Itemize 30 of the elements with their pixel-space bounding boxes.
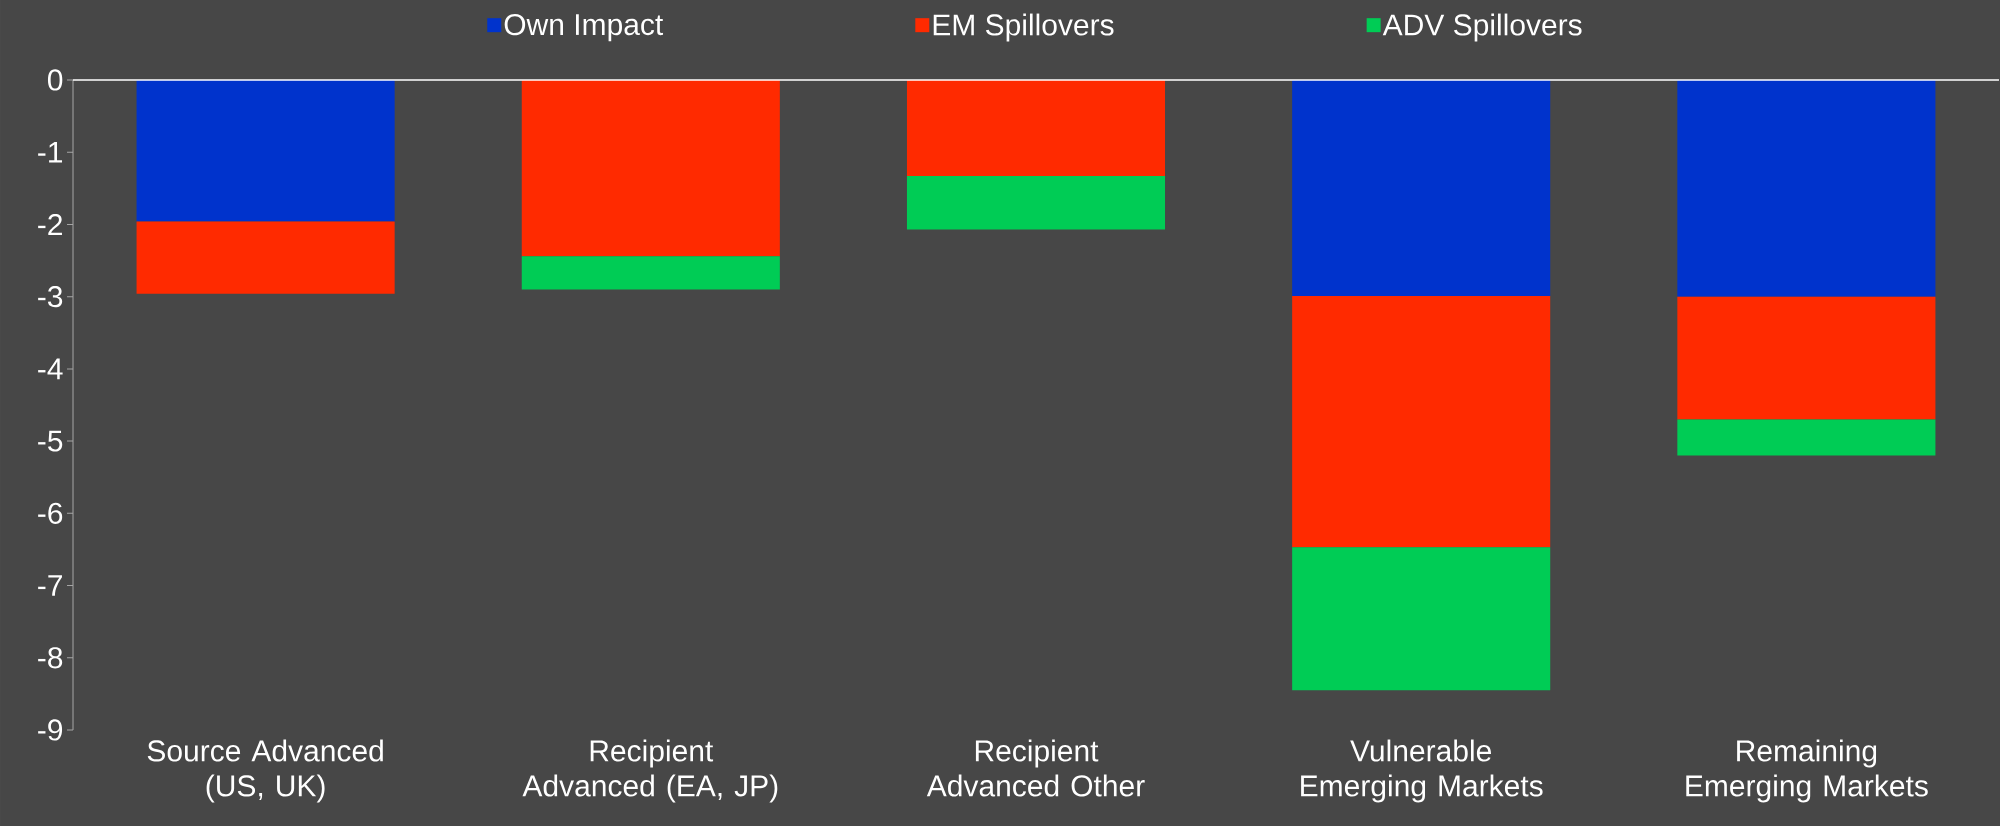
bar [906, 79, 1166, 177]
bar [1292, 295, 1551, 548]
x-tick-label: Vulnerable Emerging Markets [1301, 739, 1543, 803]
bar [521, 256, 780, 290]
x-tick-label: Recipient Advanced Other [926, 739, 1145, 797]
x-tick-label: Recipient Advanced (EA, JP) [522, 739, 778, 803]
bar [1677, 296, 1936, 420]
y-tick-label: -4 [38, 358, 63, 380]
y-tick-label: -7 [38, 575, 62, 596]
bar [1292, 547, 1551, 691]
bar [521, 79, 780, 257]
legend-label: Own Impact [504, 13, 664, 42]
legend-label: ADV Spillovers [1382, 13, 1582, 42]
x-tick-label: Source Advanced (US, UK) [147, 739, 383, 803]
y-tick-label: -9 [38, 719, 63, 741]
y-tick-label: -1 [38, 141, 63, 163]
x-tick-label: Remaining Emerging Markets [1686, 739, 1928, 803]
bar [1292, 79, 1551, 296]
bar [136, 221, 395, 294]
bar [136, 79, 395, 222]
bar [1677, 419, 1936, 456]
y-tick-label: -8 [38, 647, 63, 669]
bar [1677, 79, 1936, 297]
y-tick-label: -2 [38, 213, 62, 235]
y-tick-label: -3 [38, 286, 63, 308]
y-tick-label: -5 [38, 430, 63, 452]
y-tick-label: -6 [38, 502, 63, 524]
y-tick-label: 0 [47, 69, 63, 91]
bar [906, 176, 1166, 230]
legend-label: EM Spillovers [933, 13, 1114, 42]
